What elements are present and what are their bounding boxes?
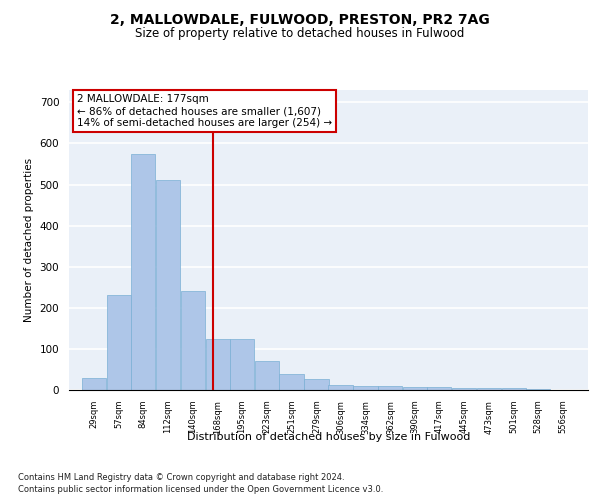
Bar xyxy=(427,387,451,390)
Bar xyxy=(328,384,353,390)
Text: Size of property relative to detached houses in Fulwood: Size of property relative to detached ho… xyxy=(136,28,464,40)
Bar xyxy=(254,361,279,390)
Bar xyxy=(181,292,205,390)
Text: 2 MALLOWDALE: 177sqm
← 86% of detached houses are smaller (1,607)
14% of semi-de: 2 MALLOWDALE: 177sqm ← 86% of detached h… xyxy=(77,94,332,128)
Bar xyxy=(353,386,377,390)
Bar xyxy=(82,378,106,390)
Bar xyxy=(502,388,526,390)
Y-axis label: Number of detached properties: Number of detached properties xyxy=(24,158,34,322)
Bar xyxy=(206,338,230,390)
Bar xyxy=(131,154,155,390)
Bar xyxy=(230,338,254,390)
Text: Contains HM Land Registry data © Crown copyright and database right 2024.: Contains HM Land Registry data © Crown c… xyxy=(18,472,344,482)
Text: Distribution of detached houses by size in Fulwood: Distribution of detached houses by size … xyxy=(187,432,470,442)
Text: Contains public sector information licensed under the Open Government Licence v3: Contains public sector information licen… xyxy=(18,485,383,494)
Bar xyxy=(452,388,476,390)
Text: 2, MALLOWDALE, FULWOOD, PRESTON, PR2 7AG: 2, MALLOWDALE, FULWOOD, PRESTON, PR2 7AG xyxy=(110,12,490,26)
Bar xyxy=(526,389,550,390)
Bar xyxy=(477,388,501,390)
Bar xyxy=(156,180,180,390)
Bar xyxy=(403,387,427,390)
Bar xyxy=(304,380,329,390)
Bar xyxy=(378,386,403,390)
Bar xyxy=(107,294,131,390)
Bar xyxy=(280,374,304,390)
